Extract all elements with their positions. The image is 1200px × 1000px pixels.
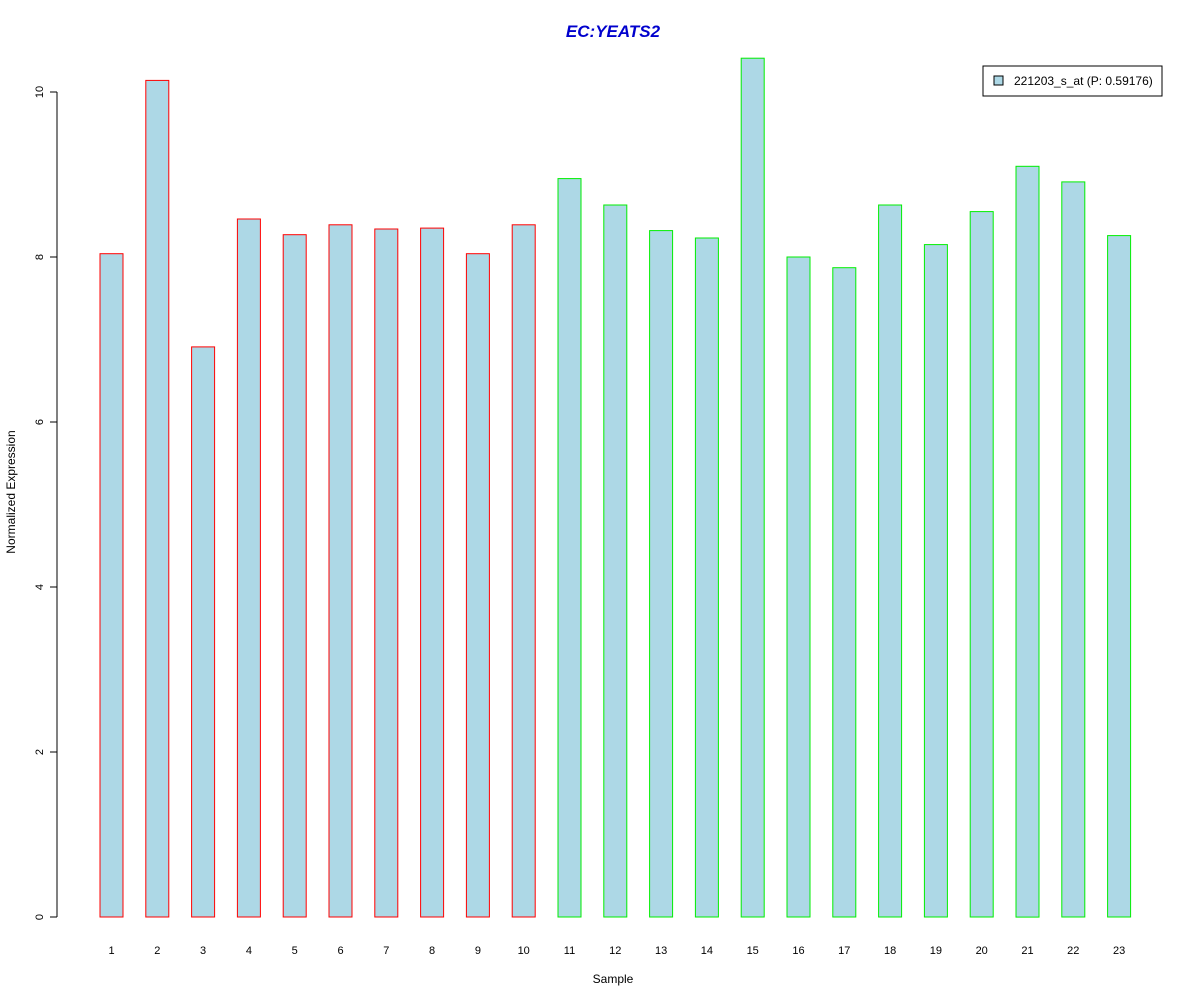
x-axis-tick-labels: 1 2 3 4 5 6 7 8 9 10 11 12 13 14 15 16 17 18 19 20 21 22 23: [108, 945, 1125, 957]
x-tick-label: 5: [292, 945, 298, 957]
y-tick-label: 10: [34, 86, 46, 98]
bar-sample-19: [923, 244, 948, 918]
bar-sample-20: [969, 211, 994, 918]
bar-sample-11: [557, 178, 582, 918]
x-tick-label: 23: [1113, 945, 1125, 957]
bar-sample-9: [465, 253, 490, 918]
x-tick-label: 13: [655, 945, 667, 957]
bar-sample-23: [1107, 235, 1132, 918]
x-tick-label: 2: [154, 945, 160, 957]
bar-sample-3: [191, 346, 216, 918]
bar-sample-13: [649, 230, 674, 918]
y-tick-label: 8: [34, 254, 46, 260]
x-tick-label: 4: [246, 945, 252, 957]
x-tick-label: 11: [564, 945, 575, 957]
bar-sample-5: [282, 234, 307, 918]
x-tick-label: 18: [884, 945, 896, 957]
y-tick-label: 4: [34, 584, 46, 590]
x-tick-label: 7: [383, 945, 389, 957]
x-tick-label: 21: [1021, 945, 1033, 957]
y-tick-label: 6: [34, 419, 46, 425]
bar-sample-12: [603, 204, 628, 918]
x-tick-label: 20: [976, 945, 988, 957]
chart-title: EC:YEATS2: [566, 22, 661, 41]
x-tick-label: 15: [747, 945, 759, 957]
legend: 221203_s_at (P: 0.59176): [982, 65, 1163, 97]
legend-swatch: [993, 75, 1004, 86]
x-axis-label: Sample: [593, 972, 634, 986]
x-tick-label: 8: [429, 945, 435, 957]
legend-box: [982, 65, 1163, 97]
y-axis-label: Normalized Expression: [4, 430, 18, 553]
x-tick-label: 16: [792, 945, 804, 957]
x-tick-label: 19: [930, 945, 942, 957]
bar-sample-18: [878, 204, 903, 918]
x-tick-label: 12: [609, 945, 621, 957]
bar-sample-16: [786, 256, 811, 918]
x-tick-label: 17: [838, 945, 850, 957]
bar-sample-4: [236, 218, 261, 918]
bar-sample-2: [145, 79, 170, 918]
x-tick-label: 14: [701, 945, 713, 957]
y-axis: 0 2 4 6 8 10: [34, 86, 58, 920]
bar-sample-6: [328, 224, 353, 918]
bar-sample-17: [832, 267, 857, 918]
bar-sample-10: [511, 224, 536, 918]
bar-sample-8: [420, 227, 445, 918]
y-tick-label: 0: [34, 914, 46, 920]
bars: [99, 57, 1132, 918]
x-tick-label: 3: [200, 945, 206, 957]
x-tick-label: 22: [1067, 945, 1079, 957]
bar-sample-1: [99, 253, 124, 918]
bar-sample-22: [1061, 181, 1086, 918]
x-tick-label: 10: [518, 945, 530, 957]
x-tick-label: 6: [337, 945, 343, 957]
legend-entry: 221203_s_at (P: 0.59176): [1014, 74, 1153, 88]
x-tick-label: 1: [108, 945, 114, 957]
bar-sample-15: [740, 57, 765, 918]
bar-sample-7: [374, 228, 399, 918]
bar-sample-14: [694, 237, 719, 918]
x-tick-label: 9: [475, 945, 481, 957]
bar-sample-21: [1015, 165, 1040, 918]
y-tick-label: 2: [34, 749, 46, 755]
